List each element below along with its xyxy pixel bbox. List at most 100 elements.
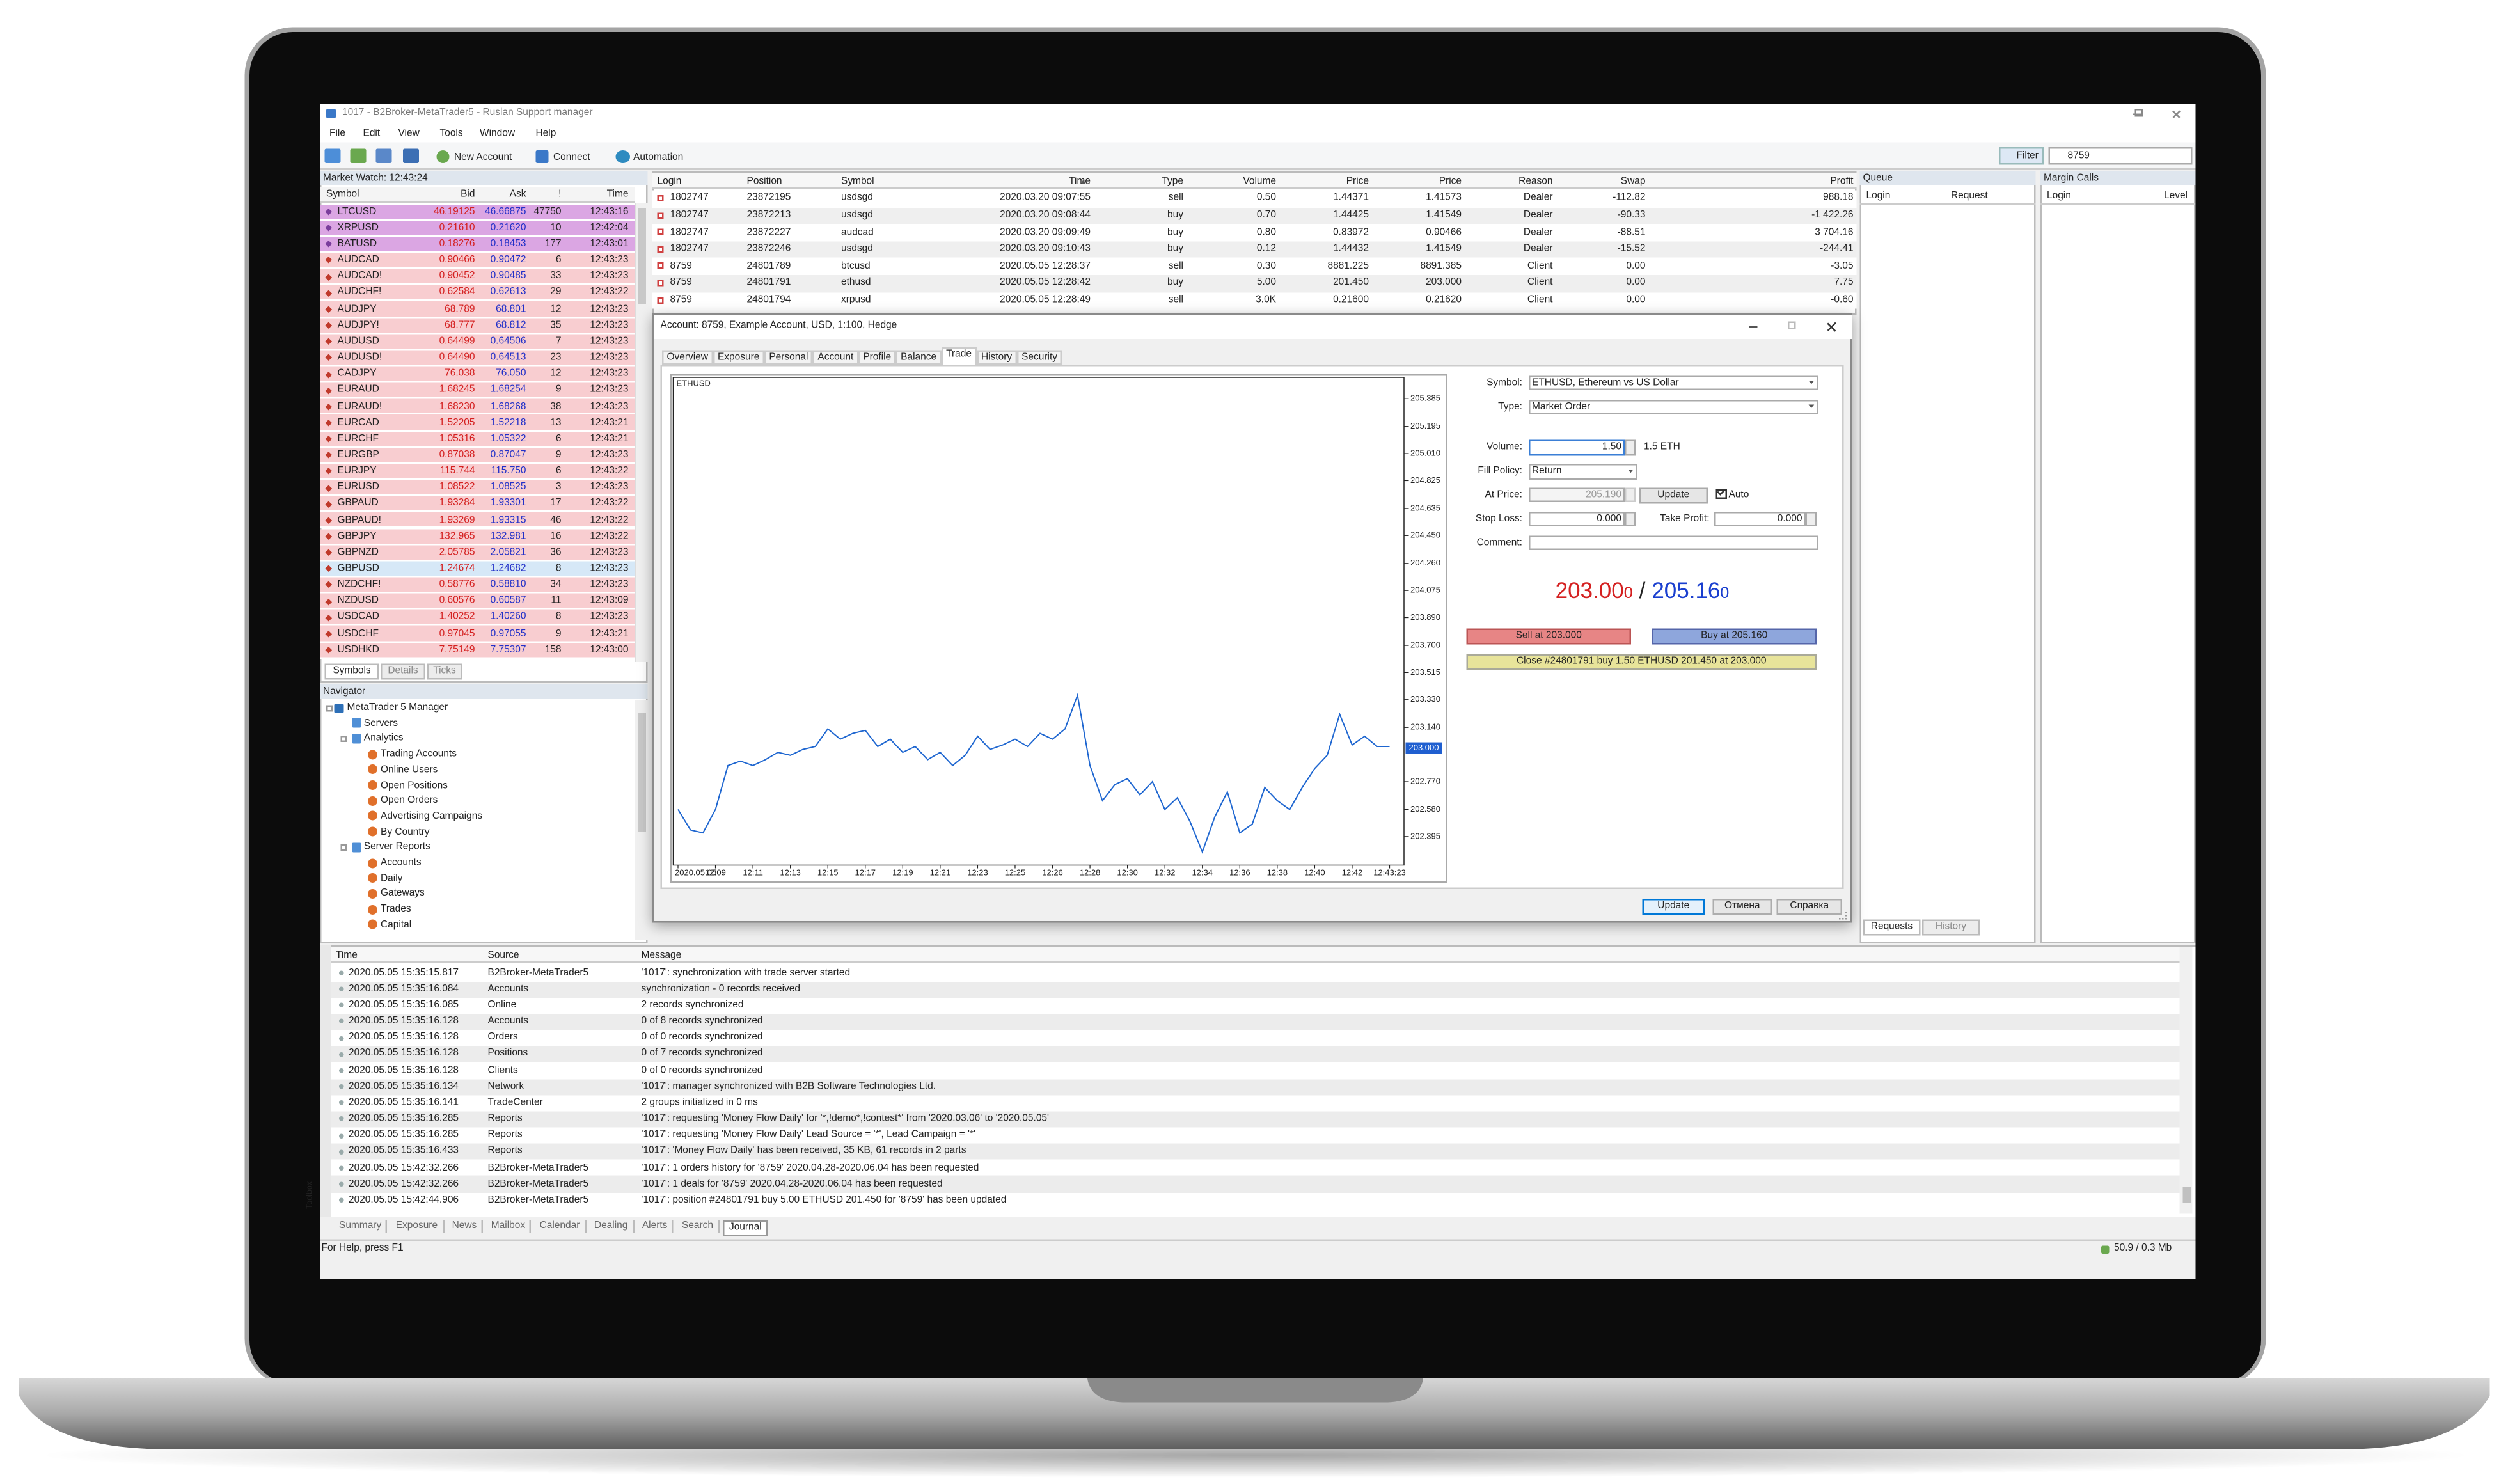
market-row[interactable] [320, 333, 635, 351]
market-row[interactable] [320, 593, 635, 610]
journal-row[interactable] [331, 1160, 2180, 1176]
market-row[interactable] [320, 203, 635, 221]
toolbar-button[interactable]: Automation [633, 151, 684, 162]
market-row[interactable] [320, 642, 635, 659]
dialog-tab[interactable]: Balance [895, 349, 942, 364]
tree-item[interactable]: Gateways [381, 888, 425, 899]
journal-row[interactable] [331, 997, 2180, 1014]
market-row[interactable] [320, 577, 635, 594]
market-row[interactable] [320, 496, 635, 512]
tree-item[interactable]: Accounts [381, 857, 422, 869]
market-row[interactable] [320, 366, 635, 383]
dialog-button[interactable] [1776, 897, 1842, 915]
dialog-tab[interactable]: Exposure [713, 349, 764, 364]
panel-tab[interactable] [427, 663, 462, 680]
update-small[interactable] [1639, 487, 1708, 503]
dialog-tab[interactable]: Account [812, 349, 858, 364]
journal-row[interactable] [331, 1094, 2180, 1112]
dialog-tab[interactable]: Profile [858, 349, 896, 364]
journal-row[interactable] [331, 1127, 2180, 1144]
menu-item[interactable]: Help [535, 128, 556, 139]
toolbox-tab[interactable]: Search [677, 1219, 720, 1233]
menu-item[interactable]: Window [480, 128, 516, 139]
checkbox[interactable] [1715, 488, 1726, 499]
position-row[interactable] [652, 292, 1857, 309]
panel-tab[interactable] [1922, 919, 1980, 936]
market-row[interactable] [320, 544, 635, 561]
toolbox-tab[interactable]: Journal [722, 1219, 768, 1236]
tree-item[interactable]: By Country [381, 826, 430, 837]
menu-item[interactable]: File [329, 128, 345, 139]
tree-item[interactable]: Servers [363, 717, 398, 729]
position-row[interactable] [652, 190, 1857, 207]
tree-item[interactable]: MetaTrader 5 Manager [347, 702, 448, 714]
position-row[interactable] [652, 258, 1857, 275]
market-row[interactable] [320, 220, 635, 237]
journal-row[interactable] [331, 1046, 2180, 1062]
journal-row[interactable] [331, 1062, 2180, 1079]
market-row[interactable] [320, 350, 635, 367]
symbol-select[interactable] [1529, 375, 1818, 390]
position-row[interactable] [652, 224, 1857, 241]
toolbox-tab[interactable]: Exposure [391, 1219, 445, 1233]
toolbox-tab[interactable]: Mailbox [486, 1219, 532, 1233]
dialog-button[interactable] [1642, 897, 1705, 915]
market-row[interactable] [320, 252, 635, 269]
market-row[interactable] [320, 414, 635, 431]
position-row[interactable] [652, 207, 1857, 225]
tree-item[interactable]: Open Orders [381, 794, 438, 807]
price-input[interactable] [1529, 487, 1625, 502]
tree-item[interactable]: Trading Accounts [381, 748, 457, 760]
dialog-tab[interactable]: Trade [941, 347, 977, 365]
panel-tab[interactable] [1863, 919, 1921, 936]
journal-row[interactable] [331, 1111, 2180, 1128]
market-row[interactable] [320, 610, 635, 626]
position-row[interactable] [652, 275, 1857, 292]
tree-item[interactable]: Server Reports [363, 841, 430, 853]
menu-item[interactable]: Tools [439, 128, 463, 139]
panel-tab[interactable] [324, 663, 379, 680]
toolbox-tab[interactable]: Calendar [535, 1219, 587, 1233]
dialog-button[interactable] [1712, 897, 1772, 915]
toolbox-tab[interactable]: Dealing [589, 1219, 635, 1233]
tree-item[interactable]: Daily [381, 872, 403, 884]
tree-item[interactable]: Online Users [381, 764, 438, 775]
journal-row[interactable] [331, 965, 2180, 982]
market-row[interactable] [320, 528, 635, 545]
tree-item[interactable]: Trades [381, 903, 411, 915]
tp-input[interactable] [1714, 510, 1806, 526]
journal-row[interactable] [331, 1013, 2180, 1030]
search-box[interactable] [2048, 147, 2193, 165]
market-row[interactable] [320, 236, 635, 253]
sl-input[interactable] [1529, 510, 1625, 526]
toolbar-icon[interactable] [375, 148, 392, 163]
toolbox-tab[interactable]: News [447, 1219, 484, 1233]
toolbox-tab[interactable]: Summary [335, 1219, 388, 1233]
dialog-tab[interactable]: Personal [764, 349, 813, 364]
market-row[interactable] [320, 317, 635, 334]
journal-row[interactable] [331, 1143, 2180, 1160]
market-row[interactable] [320, 480, 635, 496]
fill-select[interactable] [1529, 464, 1637, 479]
toolbar-icon[interactable] [324, 148, 341, 163]
toolbar-button[interactable]: New Account [454, 151, 512, 162]
tree-item[interactable]: Analytics [363, 732, 404, 745]
buy-button[interactable] [1652, 628, 1817, 645]
type-select[interactable] [1529, 399, 1818, 414]
comment-input[interactable] [1529, 535, 1818, 550]
market-row[interactable] [320, 382, 635, 399]
toolbar-button[interactable]: Connect [553, 151, 590, 162]
toolbox-tab[interactable]: Alerts [637, 1219, 674, 1233]
filter-button[interactable] [1999, 147, 2044, 165]
journal-row[interactable] [331, 1078, 2180, 1095]
dialog-tab[interactable]: Security [1016, 349, 1062, 364]
market-row[interactable] [320, 285, 635, 301]
dialog-tab[interactable]: History [976, 349, 1017, 364]
market-row[interactable] [320, 512, 635, 529]
market-row[interactable] [320, 560, 635, 578]
journal-row[interactable] [331, 981, 2180, 998]
market-row[interactable] [320, 463, 635, 480]
tree-item[interactable]: Capital [381, 919, 412, 931]
sell-button[interactable] [1466, 628, 1631, 645]
toolbar-icon[interactable] [403, 148, 419, 163]
